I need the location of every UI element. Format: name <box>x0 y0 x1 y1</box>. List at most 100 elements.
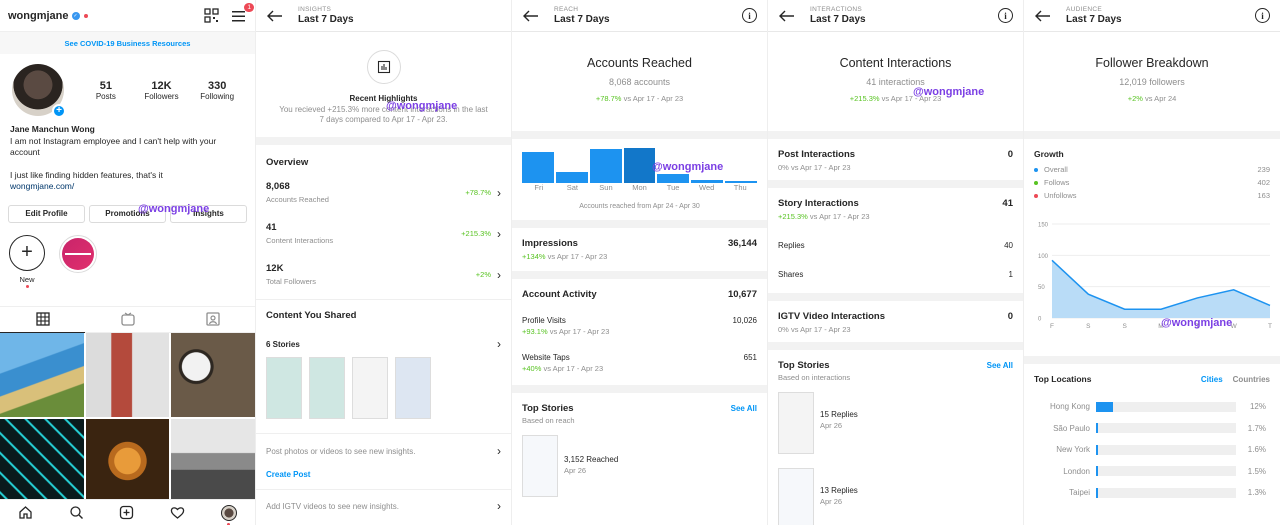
audience-section-label: AUDIENCE <box>1066 5 1102 13</box>
tab-cities[interactable]: Cities <box>1200 375 1223 384</box>
following-count[interactable]: 330 Following <box>200 79 235 101</box>
post-thumbnail[interactable] <box>171 332 255 417</box>
tab-grid[interactable] <box>0 307 85 333</box>
y-tick-label: 50 <box>1038 285 1045 291</box>
avatar[interactable]: + <box>12 64 66 118</box>
create-post-link[interactable]: Create Post <box>266 470 311 479</box>
post-thumbnail[interactable] <box>0 332 84 417</box>
stories-row[interactable]: 6 Stories › <box>266 337 501 351</box>
content-interactions-row[interactable]: 41 Content Interactions +215.3% › <box>266 222 501 245</box>
tab-igtv[interactable] <box>85 307 170 333</box>
date-range-selector[interactable]: Last 7 Days <box>810 13 866 25</box>
top-stories-title: Top Stories <box>522 403 574 414</box>
total-followers-row[interactable]: 12K Total Followers +2% › <box>266 263 501 286</box>
growth-row: Unfollows 163 <box>1034 191 1270 200</box>
new-highlight-label: New <box>19 274 35 284</box>
insights-button[interactable]: Insights <box>170 204 247 223</box>
day-label: Tue <box>666 183 680 192</box>
story-date: Apr 26 <box>564 466 587 475</box>
y-tick-label: 150 <box>1038 223 1049 229</box>
qr-code-icon[interactable] <box>204 8 219 23</box>
story-thumbnail[interactable] <box>352 357 388 419</box>
reach-screen: REACH Last 7 Days i Accounts Reached 8,06… <box>512 0 768 525</box>
igtv-icon <box>120 312 135 326</box>
post-thumbnail[interactable] <box>0 418 84 503</box>
story-thumbnail[interactable] <box>522 435 558 497</box>
reach-bar-chart <box>512 147 767 183</box>
promotions-button[interactable]: Promotions <box>89 204 166 223</box>
back-arrow-icon[interactable] <box>266 7 284 25</box>
accounts-reached-row[interactable]: 8,068 Accounts Reached +78.7% › <box>266 181 501 204</box>
add-story-icon[interactable]: + <box>52 104 66 118</box>
profile-name: Jane Manchun Wong <box>10 124 95 134</box>
growth-title: Growth <box>1034 149 1064 159</box>
post-thumbnail[interactable] <box>171 418 255 503</box>
x-tick-label: M <box>1158 323 1163 330</box>
legend-dot-icon <box>1034 193 1038 198</box>
edit-profile-button[interactable]: Edit Profile <box>8 204 85 223</box>
posts-count[interactable]: 51 Posts <box>95 79 116 101</box>
website-taps-value: 651 <box>743 353 757 362</box>
post-hint-text: Post photos or videos to see new insight… <box>266 446 416 456</box>
home-icon[interactable] <box>18 505 33 520</box>
reach-bar <box>589 148 622 183</box>
location-row: New York 1.6% <box>1056 444 1266 455</box>
back-arrow-icon[interactable] <box>522 7 540 25</box>
tagged-icon <box>205 312 220 326</box>
back-arrow-icon[interactable] <box>1034 7 1052 25</box>
content-interactions-heading: Content Interactions <box>839 56 952 70</box>
growth-line <box>1051 259 1271 310</box>
new-dot-icon <box>25 284 29 288</box>
new-post-icon[interactable] <box>119 505 134 520</box>
account-activity-label: Account Activity <box>522 289 597 300</box>
igtv-hint-text: Add IGTV videos to see new insights. <box>266 501 399 511</box>
menu-icon[interactable]: 1 <box>231 2 254 23</box>
tab-tagged[interactable] <box>170 307 255 333</box>
back-arrow-icon[interactable] <box>778 7 796 25</box>
info-icon[interactable]: i <box>1255 8 1270 23</box>
story-date: Apr 26 <box>820 421 843 430</box>
reach-bar <box>522 152 554 183</box>
story-thumbnail[interactable] <box>778 392 814 454</box>
story-thumbnail[interactable] <box>309 357 345 419</box>
replies-label: Replies <box>778 241 805 250</box>
top-stories-subtitle: Based on interactions <box>778 373 851 382</box>
followers-count[interactable]: 12K Followers <box>144 79 179 101</box>
top-stories-subtitle: Based on reach <box>522 416 575 425</box>
day-label: Wed <box>699 183 715 192</box>
info-icon[interactable]: i <box>998 8 1013 23</box>
x-tick-label: S <box>1086 323 1091 330</box>
tab-countries[interactable]: Countries <box>1232 375 1270 384</box>
chevron-right-icon: › <box>497 444 501 458</box>
profile-tab-avatar[interactable] <box>221 504 238 525</box>
see-all-link[interactable]: See All <box>986 361 1013 370</box>
date-range-selector[interactable]: Last 7 Days <box>554 13 610 25</box>
post-grid <box>0 332 255 503</box>
info-icon[interactable]: i <box>742 8 757 23</box>
profile-website-link[interactable]: wongmjane.com/ <box>10 181 75 191</box>
insights-screen: INSIGHTS Last 7 Days Recent Highlights Yo… <box>256 0 512 525</box>
search-icon[interactable] <box>69 505 84 520</box>
insights-topbar: INSIGHTS Last 7 Days <box>256 0 511 32</box>
bottom-nav <box>0 499 255 525</box>
overview-title: Overview <box>266 157 309 168</box>
reach-bar <box>657 174 690 183</box>
date-range-selector[interactable]: Last 7 Days <box>1066 13 1122 25</box>
reach-bar <box>725 180 758 183</box>
post-thumbnail[interactable] <box>85 418 170 503</box>
new-highlight-button[interactable]: + <box>9 234 45 271</box>
profile-username[interactable]: wongmjane <box>8 9 69 22</box>
date-range-selector[interactable]: Last 7 Days <box>298 13 354 25</box>
see-all-link[interactable]: See All <box>730 404 757 413</box>
story-thumbnail[interactable] <box>395 357 431 419</box>
covid-resources-link[interactable]: See COVID-19 Business Resources <box>0 32 255 54</box>
igtv-interactions-value: 0 <box>1007 311 1013 322</box>
post-thumbnail[interactable] <box>85 332 170 417</box>
story-thumbnail[interactable] <box>778 468 814 525</box>
activity-heart-icon[interactable] <box>170 505 185 520</box>
reach-bar <box>555 172 588 183</box>
story-replies: 13 Replies <box>820 486 858 495</box>
story-highlight[interactable] <box>59 234 97 273</box>
profile-visits-value: 10,026 <box>732 316 757 325</box>
story-thumbnail[interactable] <box>266 357 302 419</box>
